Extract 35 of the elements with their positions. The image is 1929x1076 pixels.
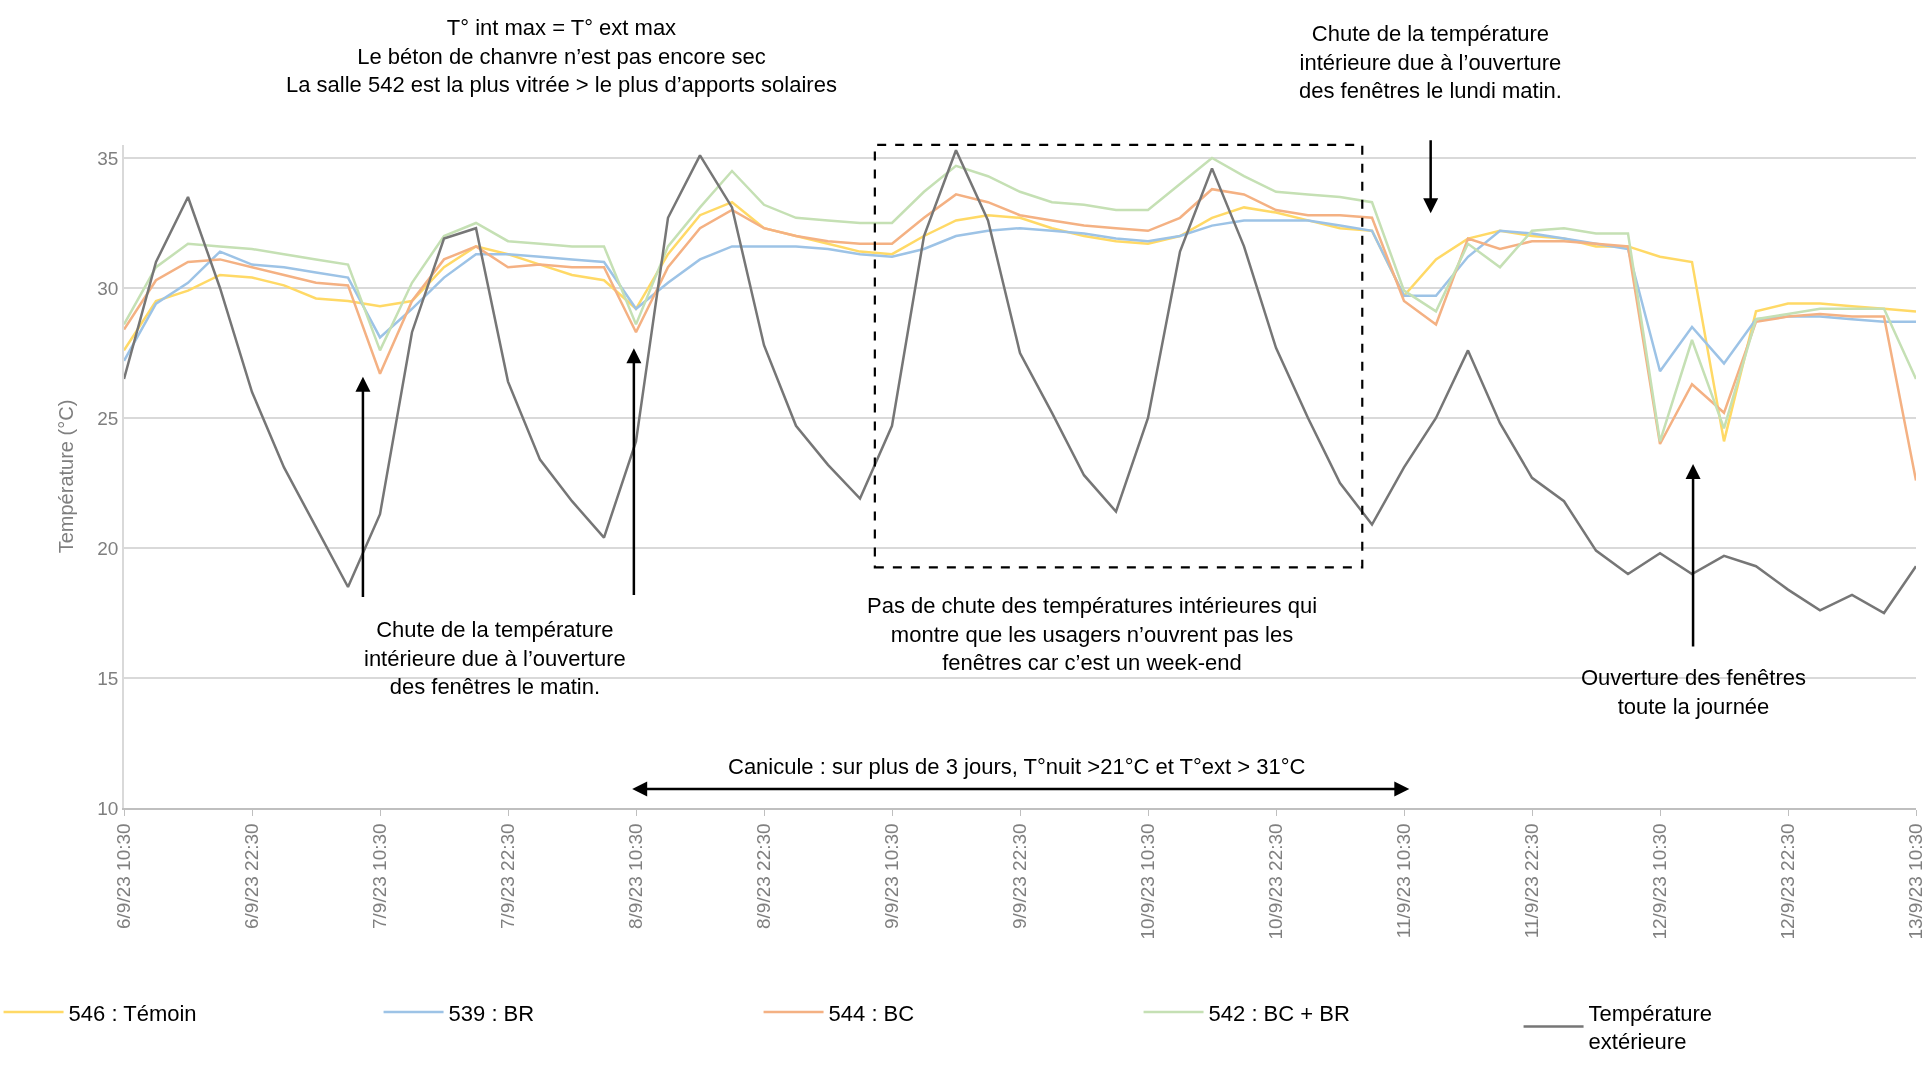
annotation: Pas de chute des températures intérieures qui montre que les usagers n’ouvrent pas les fenêtres car c’est un week-end	[867, 593, 1318, 676]
x-tick-label: 7/9/23 22:30	[497, 823, 519, 930]
x-tick-label: 10/9/23 10:30	[1137, 823, 1159, 940]
x-tick-label: 11/9/23 22:30	[1521, 823, 1543, 939]
line-series	[124, 187, 1916, 482]
x-tick-label: 11/9/23 10:30	[1393, 823, 1415, 939]
x-tick-label: 8/9/23 22:30	[753, 823, 775, 930]
y-tick-label: 10	[97, 797, 119, 819]
legend-label: 542 : BC + BR	[1208, 1000, 1350, 1026]
x-tick-label: 13/9/23 10:30	[1905, 823, 1927, 940]
text: Chute de la température intérieure due à l’ouverture des fenêtres le lundi matin.	[1299, 21, 1562, 104]
y-tick-label: 25	[97, 407, 119, 429]
x-tick-label: 10/9/23 22:30	[1265, 823, 1287, 940]
y-tick-label: 15	[97, 667, 119, 689]
x-tick-label: 8/9/23 10:30	[625, 823, 647, 930]
x-tick-label: 9/9/23 10:30	[881, 823, 903, 930]
legend-label: 539 : BR	[448, 1000, 535, 1026]
legend-label: 544 : BC	[828, 1000, 915, 1026]
x-tick-label: 6/9/23 10:30	[113, 823, 135, 930]
y-tick-label: 20	[97, 537, 119, 559]
x-tick-label: 9/9/23 22:30	[1009, 823, 1031, 930]
text: T° int max = T° ext max Le béton de chanvre n’est pas encore sec La salle 542 est la plus vitrée > le plus d’apports solaires	[286, 15, 837, 98]
line-series	[124, 156, 1916, 443]
annotation: Ouverture des fenêtres toute la journée	[1581, 665, 1807, 719]
x-tick-label: 6/9/23 22:30	[241, 823, 263, 930]
y-axis-title: Température (°C)	[55, 399, 78, 554]
x-tick-label: 7/9/23 10:30	[369, 823, 391, 930]
x-tick-label: 12/9/23 10:30	[1649, 823, 1671, 940]
legend-label: Température extérieure	[1588, 1000, 1713, 1055]
y-tick-label: 35	[97, 147, 119, 169]
x-tick-label: 12/9/23 22:30	[1777, 823, 1799, 940]
legend-label: 546 : Témoin	[68, 1000, 197, 1026]
y-tick-label: 30	[97, 277, 119, 299]
annotation: Canicule : sur plus de 3 jours, T°nuit >21°C et T°ext > 31°C	[728, 754, 1306, 779]
annotation: Chute de la température intérieure due à l’ouverture des fenêtres le matin.	[364, 617, 626, 700]
